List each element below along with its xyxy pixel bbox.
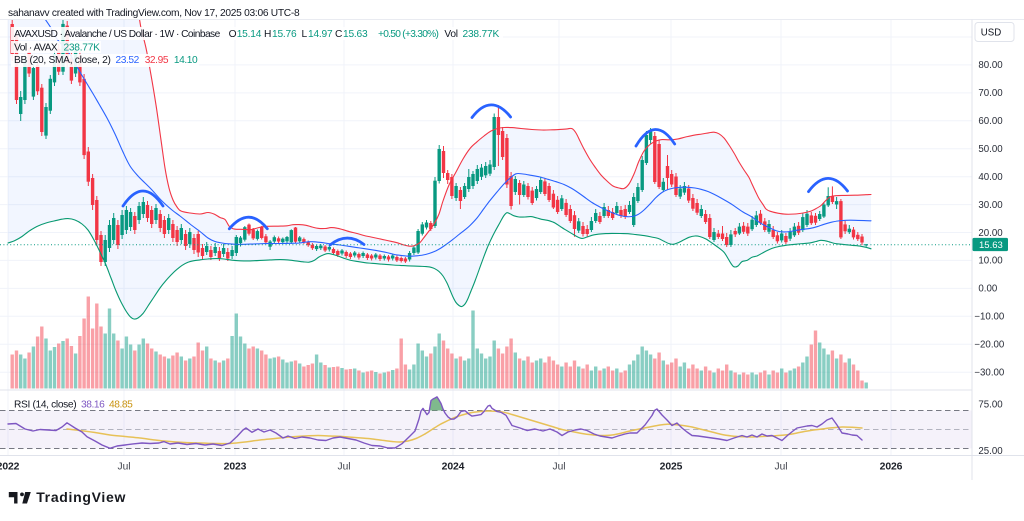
- svg-text:10.00: 10.00: [978, 256, 1003, 267]
- svg-text:USD: USD: [981, 27, 1001, 38]
- svg-text:Jul: Jul: [117, 461, 130, 472]
- svg-text:Jul: Jul: [337, 461, 350, 472]
- svg-text:Jul: Jul: [552, 461, 565, 472]
- svg-text:30.00: 30.00: [978, 200, 1003, 211]
- svg-text:TradingView: TradingView: [36, 489, 126, 505]
- svg-text:20.00: 20.00: [978, 228, 1003, 239]
- svg-text:2026: 2026: [880, 461, 903, 472]
- svg-text:2022: 2022: [0, 461, 20, 472]
- svg-text:0.00: 0.00: [978, 284, 997, 295]
- svg-text:15.63: 15.63: [979, 240, 1003, 251]
- svg-text:2025: 2025: [660, 461, 683, 472]
- svg-text:25.00: 25.00: [978, 446, 1003, 457]
- svg-text:sahanavv created with TradingV: sahanavv created with TradingView.com, N…: [8, 8, 300, 19]
- svg-text:Jul: Jul: [774, 461, 787, 472]
- svg-text:50.00: 50.00: [978, 144, 1003, 155]
- svg-text:60.00: 60.00: [978, 116, 1003, 127]
- svg-text:40.00: 40.00: [978, 172, 1003, 183]
- svg-text:−30.00: −30.00: [974, 367, 1005, 378]
- svg-text:AVAXUSD · Avalanche / US Dolla: AVAXUSD · Avalanche / US Dollar · 1W · C…: [14, 29, 499, 40]
- svg-text:−10.00: −10.00: [974, 312, 1005, 323]
- svg-text:70.00: 70.00: [978, 88, 1003, 99]
- svg-text:2023: 2023: [224, 461, 247, 472]
- svg-text:80.00: 80.00: [978, 60, 1003, 71]
- svg-text:2024: 2024: [442, 461, 465, 472]
- svg-text:−20.00: −20.00: [974, 340, 1005, 351]
- svg-text:75.00: 75.00: [978, 399, 1003, 410]
